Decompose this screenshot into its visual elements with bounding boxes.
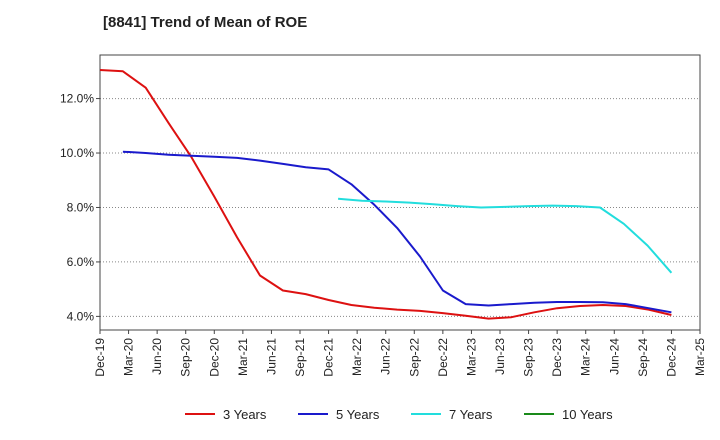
x-tick-label: Sep-22 [407, 338, 421, 377]
y-tick-label: 6.0% [67, 255, 95, 269]
legend-label: 3 Years [223, 407, 267, 422]
series-line-3-years [99, 69, 672, 320]
x-tick-label: Dec-20 [207, 338, 221, 377]
legend: 3 Years 5 Years 7 Years 10 Years [185, 407, 613, 422]
x-tick-label: Jun-20 [150, 338, 164, 375]
y-tick-label: 12.0% [60, 92, 94, 106]
legend-label: 10 Years [562, 407, 613, 422]
plot-area [99, 54, 701, 331]
legend-label: 5 Years [336, 407, 380, 422]
x-tick-label: Sep-23 [522, 338, 536, 377]
x-tick-label: Sep-20 [179, 338, 193, 377]
x-tick-label: Mar-21 [236, 338, 250, 376]
gridlines [100, 98, 700, 317]
y-axis: 4.0% 6.0% 8.0% 10.0% 12.0% [60, 92, 100, 323]
series-line-5-years [122, 150, 672, 314]
x-tick-label: Dec-24 [664, 338, 678, 377]
x-tick-label: Mar-23 [464, 338, 478, 376]
x-tick-label: Mar-25 [693, 338, 707, 376]
x-tick-label: Dec-21 [322, 338, 336, 377]
x-tick-label: Jun-24 [607, 338, 621, 375]
x-tick-label: Dec-19 [93, 338, 107, 377]
chart-title: [8841] Trend of Mean of ROE [103, 14, 308, 31]
x-axis: Dec-19 Mar-20 Jun-20 Sep-20 Dec-20 Mar-21 Jun-… [93, 330, 707, 377]
x-tick-label: Jun-23 [493, 338, 507, 375]
x-tick-label: Jun-21 [264, 338, 278, 375]
series-lines [99, 69, 673, 320]
x-tick-label: Mar-24 [579, 338, 593, 376]
y-tick-label: 4.0% [67, 309, 95, 323]
x-tick-label: Jun-22 [379, 338, 393, 375]
x-tick-label: Dec-22 [436, 338, 450, 377]
series-line-7-years [338, 197, 673, 274]
x-tick-label: Mar-22 [350, 338, 364, 376]
x-tick-label: Dec-23 [550, 338, 564, 377]
y-tick-label: 10.0% [60, 146, 94, 160]
x-tick-label: Sep-21 [293, 338, 307, 377]
legend-label: 7 Years [449, 407, 493, 422]
y-tick-label: 8.0% [67, 200, 95, 214]
x-tick-label: Sep-24 [636, 338, 650, 377]
x-tick-label: Mar-20 [122, 338, 136, 376]
